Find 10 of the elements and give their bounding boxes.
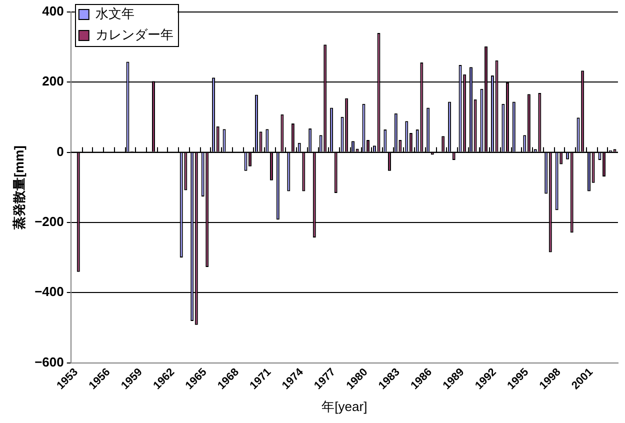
y-tick-label: −600 [34, 354, 64, 370]
legend-label: 水文年 [95, 6, 134, 22]
legend-label: カレンダー年 [95, 27, 174, 42]
y-tick-label: −200 [34, 214, 64, 230]
y-tick-label: 200 [42, 74, 64, 89]
y-tick-label: −400 [34, 284, 64, 300]
y-tick-label: 0 [56, 144, 64, 159]
x-axis-title: 年[year] [322, 398, 368, 414]
y-axis-title: 蒸発散量[mm] [11, 145, 26, 230]
y-tick-label: 400 [42, 4, 64, 19]
